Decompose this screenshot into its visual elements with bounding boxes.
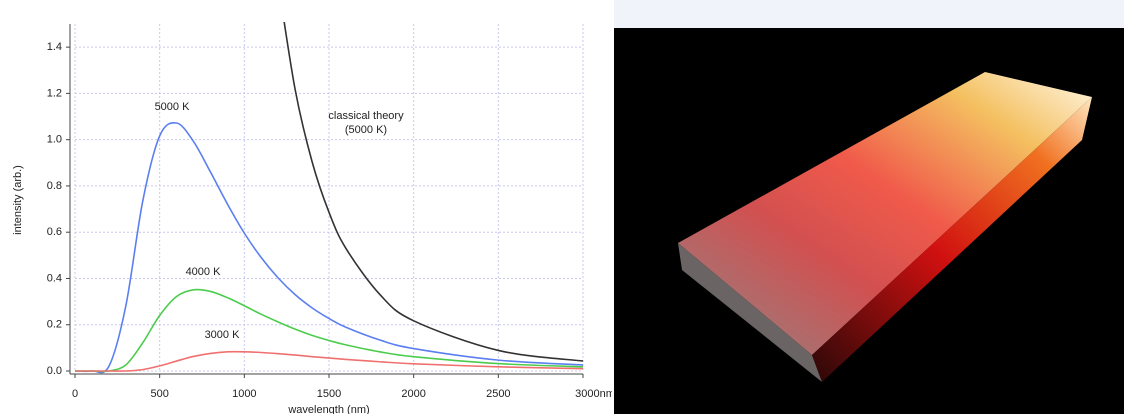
curve-label: classical theory (5000 K) xyxy=(318,109,414,137)
x-tick-label: 2000 xyxy=(401,388,425,400)
render-image xyxy=(614,0,1124,414)
y-tick-label: 0.0 xyxy=(47,365,62,377)
x-tick-label: 2500 xyxy=(486,388,510,400)
chart: intensity (arb.) wavelength (nm) 0 500 100… xyxy=(0,0,612,414)
y-tick-label: 1.0 xyxy=(47,134,62,146)
y-tick-label: 1.4 xyxy=(47,41,62,53)
x-tick-label: 1500 xyxy=(317,388,341,400)
line-series xyxy=(278,0,583,361)
x-tick-label: 3000nm xyxy=(575,388,612,400)
x-tick-label: 0 xyxy=(72,388,78,400)
curve-label: 3000 K xyxy=(174,328,270,342)
x-tick-label: 1000 xyxy=(232,388,256,400)
y-tick-label: 0.2 xyxy=(47,319,62,331)
y-tick-label: 1.2 xyxy=(47,87,62,99)
page: intensity (arb.) wavelength (nm) 0 500 100… xyxy=(0,0,1124,414)
y-tick-label: 0.4 xyxy=(47,272,62,284)
curve-label: 5000 K xyxy=(124,100,220,114)
y-tick-label: 0.6 xyxy=(47,226,62,238)
y-tick-label: 0.8 xyxy=(47,180,62,192)
x-tick-label: 500 xyxy=(150,388,168,400)
x-axis-label: wavelength (nm) xyxy=(287,404,369,414)
curve-label: 4000 K xyxy=(155,265,251,279)
y-axis-label: intensity (arb.) xyxy=(12,165,24,235)
image-strip xyxy=(614,0,1124,28)
